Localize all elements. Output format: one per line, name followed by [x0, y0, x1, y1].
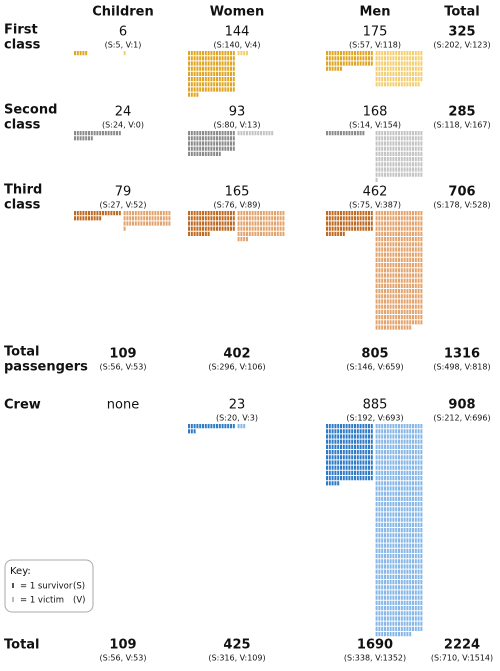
cell-total: 93 [229, 105, 246, 120]
key-victim-code: (V) [73, 596, 85, 606]
cell-detail: (S:710, V:1514) [431, 654, 493, 663]
victim-icons [123, 211, 171, 231]
column-header: Women [210, 5, 264, 20]
cell-detail: (S:212, V:696) [433, 414, 490, 423]
cell-detail: (S:80, V:13) [214, 121, 261, 130]
victim-icons [375, 131, 423, 182]
cell-total: 706 [448, 185, 475, 200]
key-victim-icon [12, 597, 14, 602]
cell-detail: (S:118, V:167) [433, 121, 490, 130]
survivor-icons [188, 131, 235, 156]
victim-icons [237, 131, 274, 136]
cell-detail: (S:192, V:693) [346, 414, 403, 423]
survivor-icons [74, 211, 121, 221]
column-header: Total [444, 5, 480, 20]
cell-total: 1690 [357, 638, 393, 653]
survivor-icons [326, 51, 373, 71]
cell-detail: (S:296, V:106) [208, 363, 265, 372]
cell-total: 885 [363, 398, 388, 413]
column-header: Men [359, 5, 390, 20]
cell-detail: (S:27, V:52) [100, 201, 147, 210]
victim-icons [375, 424, 423, 637]
survivor-icons [326, 424, 373, 486]
cell-detail: (S:20, V:3) [216, 414, 258, 423]
row-label: class [4, 118, 41, 133]
row-label: Total [4, 345, 40, 360]
key-survivor-icon [12, 583, 14, 588]
key-title: Key: [10, 566, 31, 577]
cell-detail: (S:140, V:4) [214, 41, 261, 50]
victim-icons [375, 211, 423, 330]
cell-detail: (S:338, V:1352) [344, 654, 406, 663]
key-victim: = 1 victim [20, 596, 64, 606]
cell-detail: (S:57, V:118) [349, 41, 401, 50]
row-label: Crew [4, 398, 41, 413]
key-survivor-code: (S) [73, 582, 85, 592]
victim-icons [237, 211, 285, 242]
cell-total: 109 [109, 638, 136, 653]
cell-total: 425 [223, 638, 250, 653]
row-label: class [4, 198, 41, 213]
cell-detail: (S:75, V:387) [349, 201, 401, 210]
victim-icons [237, 51, 248, 56]
column-header: Children [92, 5, 154, 20]
survivor-icons [188, 51, 235, 97]
cell-total: 325 [448, 25, 475, 40]
key-survivor: = 1 survivor [20, 582, 73, 592]
row-label: Second [4, 103, 57, 118]
cell-detail: (S:76, V:89) [214, 201, 261, 210]
cell-detail: (S:5, V:1) [105, 41, 142, 50]
cell-detail: (S:56, V:53) [100, 363, 147, 372]
survivor-icons [326, 211, 373, 236]
survivor-icons [74, 131, 121, 141]
cell-total: 285 [448, 105, 475, 120]
survivor-icons [188, 211, 235, 236]
cell-detail: (S:202, V:123) [433, 41, 490, 50]
cell-total: 402 [223, 347, 250, 362]
cell-total: 805 [361, 347, 388, 362]
cell-total: 23 [229, 398, 246, 413]
cell-detail: (S:178, V:528) [433, 201, 490, 210]
cell-total: 6 [119, 25, 127, 40]
key-box [4, 559, 94, 613]
victim-icons [237, 424, 246, 429]
cell-total: 175 [363, 25, 388, 40]
cell-total: 165 [225, 185, 250, 200]
cell-total: 144 [225, 25, 250, 40]
cell-total: 79 [115, 185, 132, 200]
row-label: class [4, 38, 41, 53]
row-label: Total [4, 638, 40, 653]
row-label: First [4, 23, 38, 38]
row-label: passengers [4, 360, 88, 375]
victim-icons [123, 51, 126, 56]
cell-detail: (S:14, V:154) [349, 121, 401, 130]
cell-total: 109 [109, 347, 136, 362]
survivor-icons [74, 51, 88, 56]
survivor-icons [188, 424, 235, 434]
victim-icons [375, 51, 423, 87]
cell-total: 462 [363, 185, 388, 200]
cell-detail: (S:24, V:0) [102, 121, 144, 130]
cell-detail: (S:316, V:109) [208, 654, 265, 663]
cell-detail: (S:56, V:53) [100, 654, 147, 663]
row-label: Third [4, 183, 42, 198]
cell-total: 1316 [444, 347, 480, 362]
cell-total: 168 [363, 105, 388, 120]
cell-total: 908 [448, 398, 475, 413]
cell-total: 24 [115, 105, 132, 120]
cell-detail: (S:146, V:659) [346, 363, 403, 372]
cell-detail: (S:498, V:818) [433, 363, 490, 372]
cell-total: 2224 [444, 638, 480, 653]
survivor-icons [326, 131, 365, 136]
cell-total: none [107, 398, 139, 413]
